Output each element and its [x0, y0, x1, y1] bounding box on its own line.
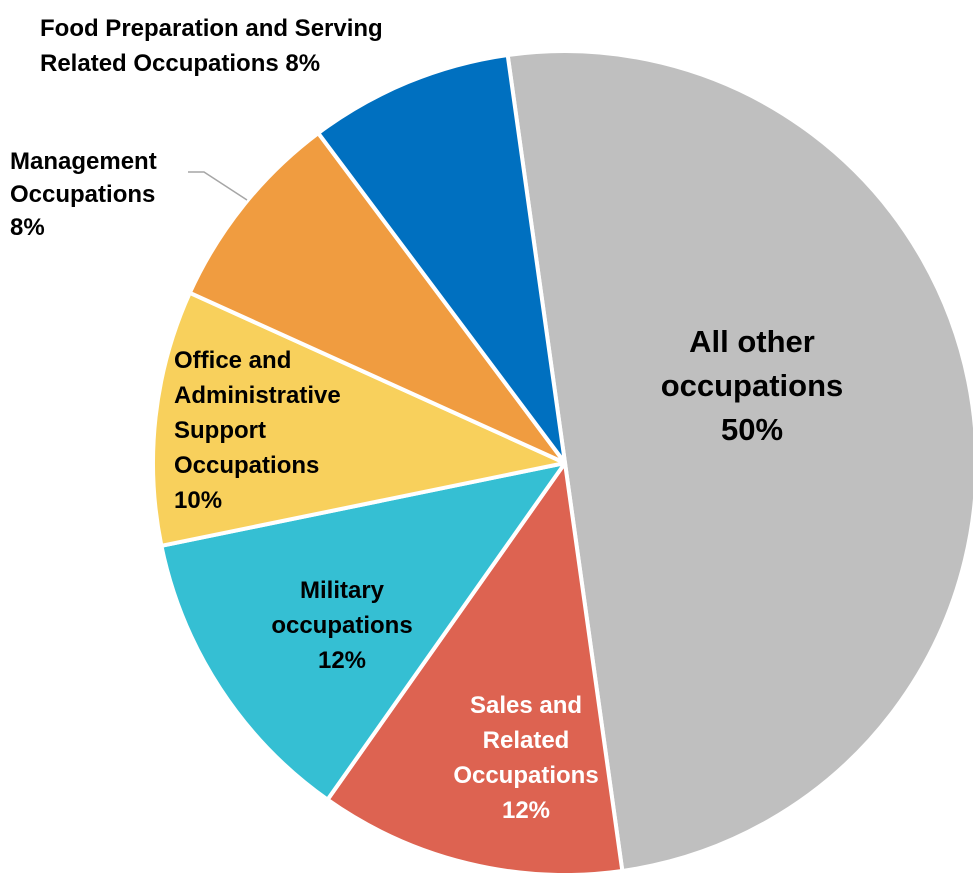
- slice-label-1-line-2: Occupations: [453, 762, 598, 789]
- slice-label-3-line-3: Occupations: [174, 452, 319, 479]
- slice-label-3-line-1: Administrative: [174, 382, 341, 409]
- slice-label-2-line-2: 12%: [318, 647, 366, 674]
- slice-label-1-line-3: 12%: [502, 797, 550, 824]
- slice-label-4-line-0: Management: [10, 148, 157, 175]
- slice-label-4-line-1: Occupations: [10, 181, 155, 208]
- slice-label-3-line-2: Support: [174, 417, 266, 444]
- slice-label-4: Management Occupations 8%: [10, 148, 157, 241]
- slice-label-0-line-0: All other: [689, 324, 815, 359]
- slice-label-2-line-1: occupations: [271, 612, 412, 639]
- slice-label-3-line-4: 10%: [174, 487, 222, 514]
- slice-label-1-line-0: Sales and: [470, 692, 582, 719]
- slice-label-5-line-1: Related Occupations 8%: [40, 50, 320, 77]
- slice-label-5: Food Preparation and Serving Related Occu…: [40, 15, 383, 77]
- slice-label-0-line-1: occupations: [661, 368, 844, 403]
- slice-label-2-line-0: Military: [300, 577, 385, 604]
- slice-label-4-line-2: 8%: [10, 214, 45, 241]
- slice-label-0-line-2: 50%: [721, 412, 783, 447]
- slice-label-3-line-0: Office and: [174, 347, 291, 374]
- leader-line-4: [188, 172, 247, 200]
- slice-label-5-line-0: Food Preparation and Serving: [40, 15, 383, 42]
- slice-label-1-line-1: Related: [483, 727, 570, 754]
